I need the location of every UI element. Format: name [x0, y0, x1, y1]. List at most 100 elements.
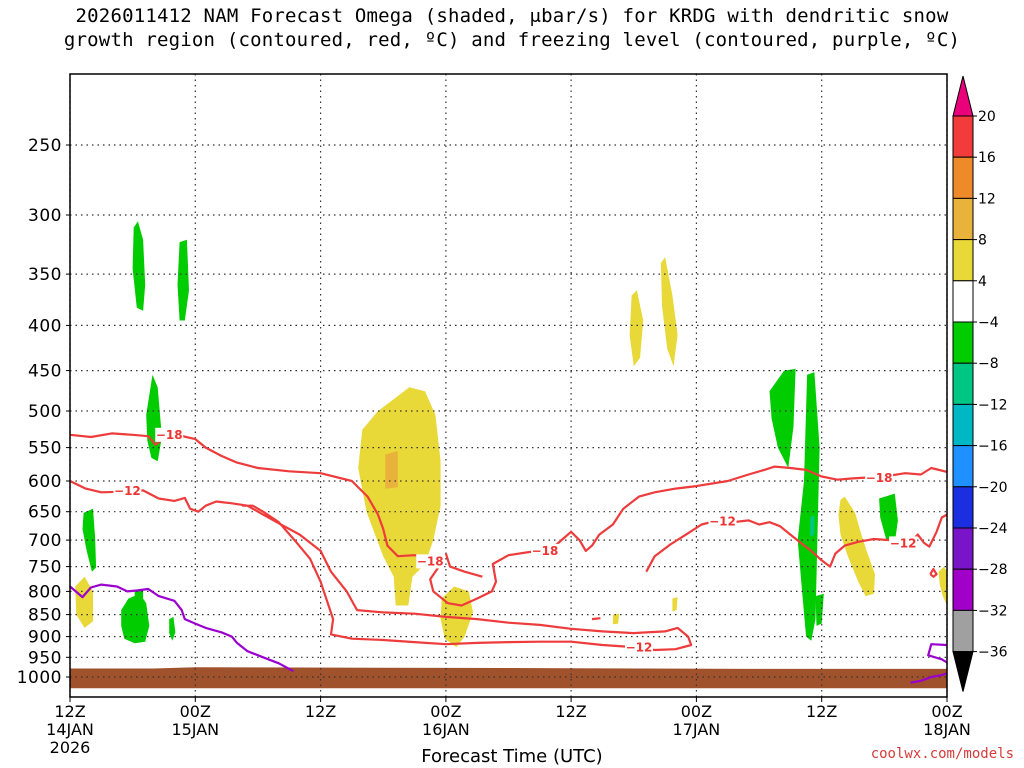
x-tick-label-0-2: 2026 — [50, 738, 91, 757]
omega-region-green-2 — [146, 374, 162, 462]
omega-shading — [75, 221, 947, 648]
colorbar-swatch-12 — [952, 568, 974, 611]
x-tick-label-1-0: 00Z — [180, 702, 211, 721]
omega-region-yellow-16 — [672, 597, 678, 612]
contour-label-5: −12 — [626, 641, 653, 655]
colorbar-label-5: −4 — [978, 315, 999, 331]
x-tick-label-0-1: 14JAN — [46, 720, 94, 739]
x-tick-label-1-1: 15JAN — [171, 720, 219, 739]
x-tick-label-0-0: 12Z — [54, 702, 85, 721]
dgz-contour-5 — [929, 567, 938, 578]
plot-frame — [69, 73, 948, 698]
contour-label-6: −12 — [709, 515, 736, 529]
contour-label-4: −12 — [114, 484, 141, 498]
colorbar-label-3: 8 — [978, 233, 987, 249]
contour-label-bg-1 — [865, 470, 894, 485]
colorbar-swatch-6 — [952, 321, 974, 364]
omega-region-green-7 — [797, 372, 820, 641]
y-tick-label-750: 750 — [28, 558, 62, 578]
omega-region-yellow-11 — [358, 387, 441, 606]
colorbar-swatch-9 — [952, 445, 974, 488]
omega-region-orange-20 — [385, 451, 398, 489]
dgz-contour-0 — [70, 432, 947, 607]
colorbar-label-2: 12 — [978, 191, 996, 207]
y-tick-label-550: 550 — [28, 439, 62, 459]
contour-label-bg-4 — [113, 484, 142, 499]
y-tick-label-250: 250 — [28, 136, 62, 156]
colorbar-swatch-13 — [952, 609, 974, 653]
y-tick-label-400: 400 — [28, 316, 62, 336]
omega-region-yellow-19 — [938, 566, 947, 606]
x-tick-label-7-1: 18JAN — [923, 720, 971, 739]
x-tick-label-2-0: 12Z — [305, 702, 336, 721]
x-tick-label-3-1: 16JAN — [422, 720, 470, 739]
contour-label-bg-6 — [708, 514, 737, 529]
colorbar-label-0: 20 — [978, 109, 996, 125]
dgz-contour-2 — [70, 480, 693, 652]
y-tick-label-950: 950 — [28, 648, 62, 668]
contour-label-bg-3 — [531, 543, 559, 558]
contour-label-1: −18 — [866, 471, 893, 485]
colorbar-label-6: −8 — [978, 356, 999, 372]
colorbar-top-arrow — [952, 75, 974, 117]
y-tick-label-800: 800 — [28, 582, 62, 602]
x-tick-label-5-0: 00Z — [681, 702, 712, 721]
omega-region-yellow-12 — [629, 290, 644, 367]
contour-label-bg-5 — [625, 640, 653, 655]
omega-region-green-8 — [879, 493, 898, 543]
contour-label-bg-2 — [416, 554, 445, 569]
omega-region-teal-10 — [810, 515, 815, 537]
colorbar-swatch-3 — [952, 197, 974, 241]
y-tick-label-1000: 1000 — [17, 668, 62, 688]
colorbar-swatch-10 — [952, 486, 974, 529]
y-tick-label-450: 450 — [28, 362, 62, 382]
y-tick-label-300: 300 — [28, 206, 62, 226]
y-tick-label-900: 900 — [28, 628, 62, 648]
colorbar-label-10: −24 — [978, 521, 1008, 537]
colorbar-bottom-arrow — [952, 651, 974, 692]
omega-region-green-1 — [177, 239, 189, 321]
omega-region-green-21 — [134, 590, 144, 599]
contour-label-bg-0 — [155, 427, 184, 442]
chart-title: 2026011412 NAM Forecast Omega (shaded, μ… — [0, 4, 1024, 52]
colorbar-swatch-1 — [952, 115, 974, 158]
y-tick-label-350: 350 — [28, 265, 62, 285]
omega-region-yellow-13 — [660, 257, 678, 367]
colorbar-swatch-7 — [952, 362, 974, 405]
colorbar-label-7: −12 — [978, 397, 1008, 413]
y-tick-label-850: 850 — [28, 606, 62, 626]
colorbar-swatch-11 — [952, 527, 974, 570]
omega-region-yellow-14 — [75, 576, 93, 628]
dgz-contour-4 — [591, 617, 601, 621]
colorbar-label-11: −28 — [978, 562, 1008, 578]
x-tick-label-3-0: 00Z — [430, 702, 461, 721]
y-axis: 2503003504004505005506006507007508008509… — [17, 136, 70, 688]
contour-labels: −18 −18 −18 −18 −12 −12 −12 −12 — [113, 427, 918, 655]
chart-title-line-1: 2026011412 NAM Forecast Omega (shaded, μ… — [75, 5, 949, 27]
contour-label-2: −18 — [417, 554, 444, 568]
colorbar-label-9: −20 — [978, 480, 1008, 496]
omega-region-green-0 — [132, 221, 146, 311]
omega-region-green-9 — [815, 593, 824, 626]
colorbar-swatch-4 — [952, 239, 974, 282]
colorbar-swatch-8 — [952, 403, 974, 447]
chart-title-line-2: growth region (contoured, red, ºC) and f… — [63, 29, 961, 51]
y-tick-label-500: 500 — [28, 402, 62, 422]
omega-region-green-6 — [769, 368, 796, 468]
omega-region-green-3 — [82, 508, 97, 572]
colorbar-swatch-5 — [952, 280, 974, 323]
omega-region-green-4 — [121, 593, 150, 644]
colorbar: 20 16 12 8 4 −4 −8 −12 −16 −20 −24 −28 −32 −36 — [952, 75, 1008, 692]
y-tick-label-600: 600 — [28, 472, 62, 492]
colorbar-swatch-2 — [952, 156, 974, 199]
dgz-contour-1 — [444, 553, 483, 578]
contour-label-7: −12 — [890, 536, 917, 550]
x-tick-label-5-1: 17JAN — [673, 720, 721, 739]
x-tick-label-7-0: 00Z — [931, 702, 962, 721]
freezing-level-contour-0 — [70, 583, 294, 673]
freezing-level-contour-2 — [927, 643, 947, 664]
omega-region-green-5 — [169, 616, 176, 641]
ground-layer — [70, 667, 947, 689]
